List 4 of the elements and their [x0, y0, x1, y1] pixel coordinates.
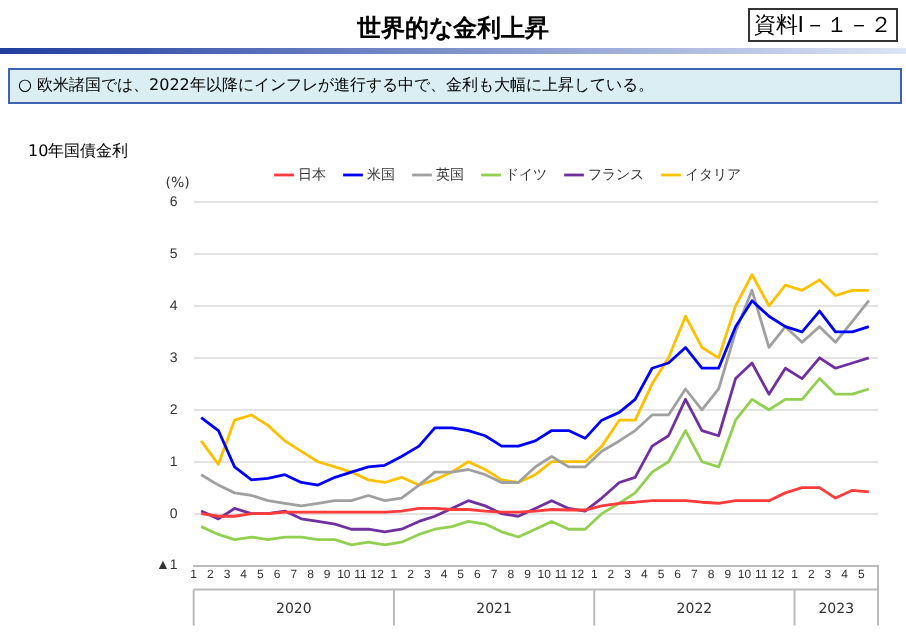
text: 10年国債金利: [28, 140, 129, 162]
text: 資料Ⅰ－１－２: [747, 8, 898, 42]
chart-subtitle: ○ 欧米諸国では、2022年以降にインフレが進行する中で、金利も大幅に上昇している。: [8, 68, 902, 104]
chart-title: 世界的な金利上昇: [357, 14, 549, 42]
